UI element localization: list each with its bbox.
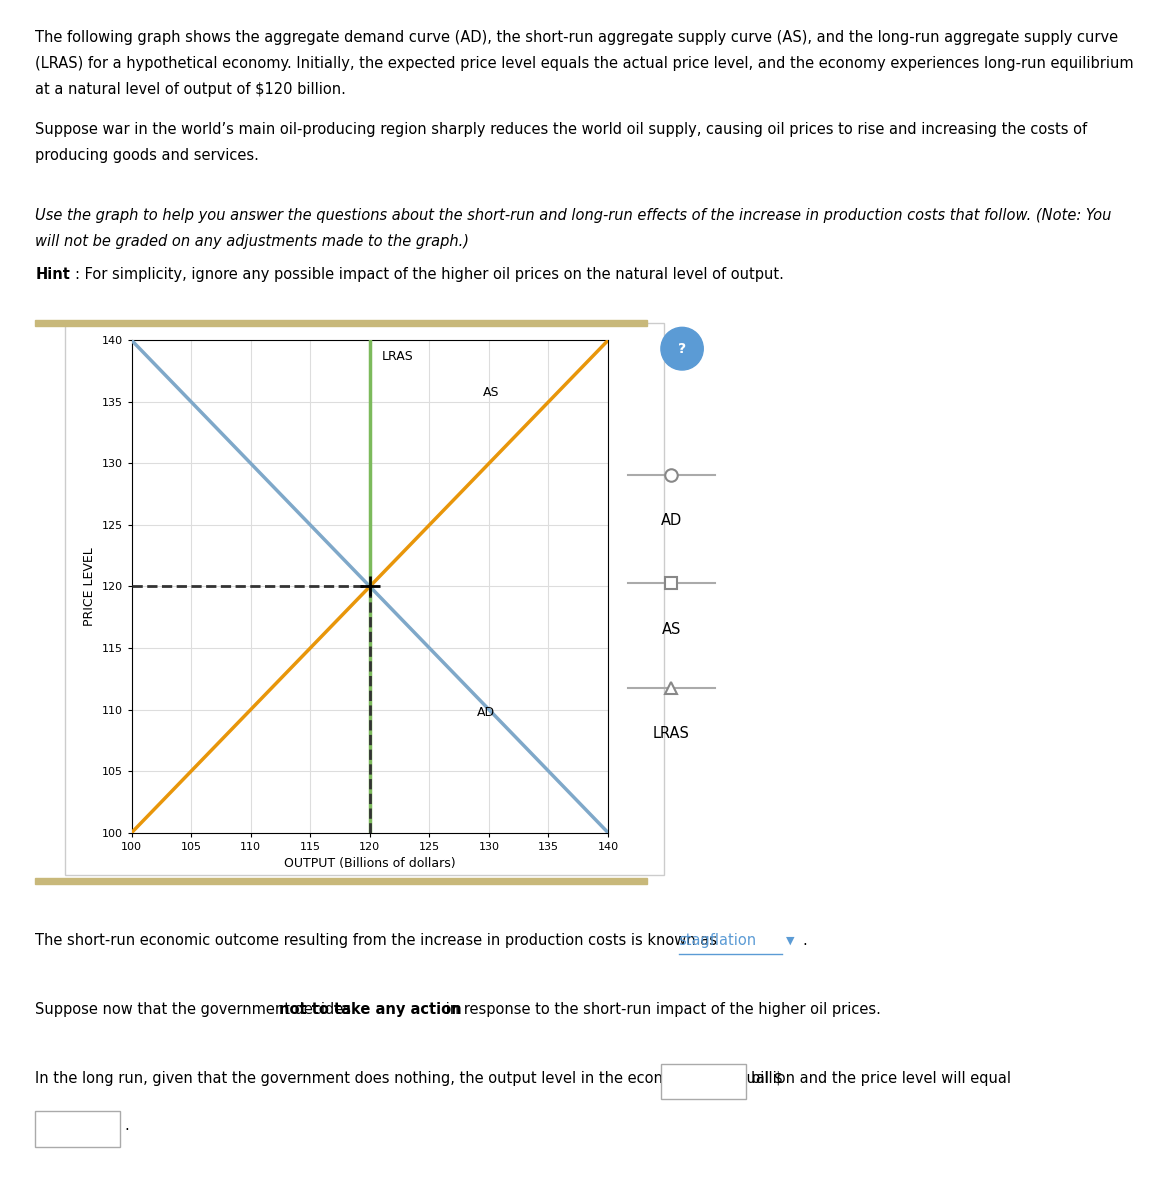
Text: In the long run, given that the government does nothing, the output level in the: In the long run, given that the governme… [35,1071,783,1086]
Bar [35,1111,120,1147]
Text: AD: AD [477,706,495,719]
Text: at a natural level of output of $120 billion.: at a natural level of output of $120 bil… [35,82,346,97]
Circle shape [661,327,703,370]
Text: ▼: ▼ [786,936,794,945]
Text: stagflation: stagflation [679,933,756,949]
Text: The following graph shows the aggregate demand curve (AD), the short-run aggrega: The following graph shows the aggregate … [35,30,1118,45]
Text: (LRAS) for a hypothetical economy. Initially, the expected price level equals th: (LRAS) for a hypothetical economy. Initi… [35,56,1134,71]
Text: will not be graded on any adjustments made to the graph.): will not be graded on any adjustments ma… [35,234,469,249]
Text: LRAS: LRAS [653,727,690,741]
Bar [65,323,664,875]
Text: .: . [125,1118,129,1134]
Text: billion and the price level will equal: billion and the price level will equal [751,1071,1011,1086]
Text: not to take any action: not to take any action [279,1002,461,1018]
X-axis label: OUTPUT (Billions of dollars): OUTPUT (Billions of dollars) [285,857,455,871]
Text: producing goods and services.: producing goods and services. [35,148,259,164]
Text: in response to the short-run impact of the higher oil prices.: in response to the short-run impact of t… [441,1002,881,1018]
Text: Suppose now that the government decides: Suppose now that the government decides [35,1002,356,1018]
Bar [661,1064,746,1099]
Text: $: $ [664,1071,673,1084]
Text: The short-run economic outcome resulting from the increase in production costs i: The short-run economic outcome resulting… [35,933,717,949]
Text: Hint: Hint [35,267,71,282]
Text: Suppose war in the world’s main oil-producing region sharply reduces the world o: Suppose war in the world’s main oil-prod… [35,122,1088,138]
Text: .: . [802,933,807,949]
Y-axis label: PRICE LEVEL: PRICE LEVEL [83,547,96,626]
Text: AD: AD [661,514,682,528]
Bar [35,320,647,326]
Text: LRAS: LRAS [382,350,414,363]
Text: : For simplicity, ignore any possible impact of the higher oil prices on the nat: : For simplicity, ignore any possible im… [75,267,784,282]
Bar [35,878,647,884]
Text: AS: AS [483,385,500,398]
Text: Use the graph to help you answer the questions about the short-run and long-run : Use the graph to help you answer the que… [35,208,1111,223]
Text: AS: AS [662,621,681,637]
Text: ?: ? [679,342,686,356]
